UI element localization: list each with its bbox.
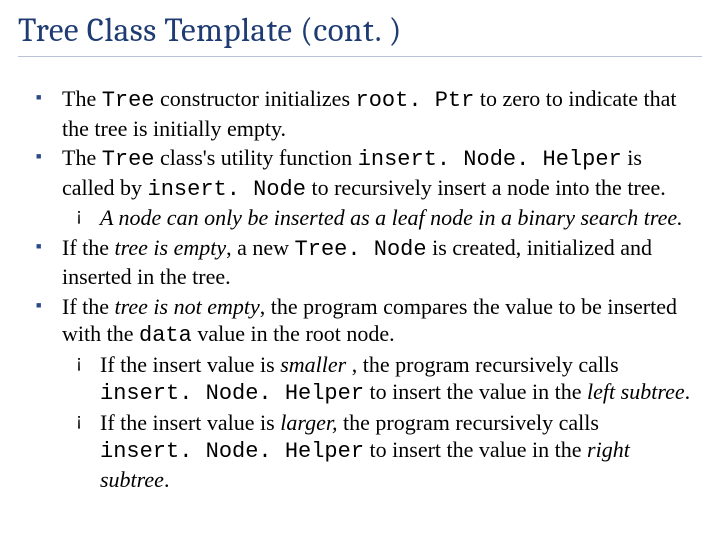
code-text: Tree — [102, 147, 155, 172]
text: class's utility function — [155, 145, 358, 170]
italic-text: tree is not empty — [115, 294, 260, 319]
text: to insert the value in the — [364, 379, 587, 404]
text: constructor initializes — [155, 86, 356, 111]
code-text: data — [139, 323, 192, 348]
code-text: Tree. Node — [295, 237, 427, 262]
text: to recursively insert a node into the tr… — [306, 175, 666, 200]
bullet-item-2: The Tree class's utility function insert… — [28, 144, 694, 232]
text: the program recursively calls — [337, 410, 598, 435]
bullet-item-1: The Tree constructor initializes root. P… — [28, 85, 694, 142]
italic-text: smaller — [280, 352, 346, 377]
code-text: insert. Node. Helper — [100, 439, 364, 464]
text: If the — [62, 235, 115, 260]
text: value in the root node. — [192, 321, 395, 346]
bullet-item-4: If the tree is not empty, the program co… — [28, 293, 694, 494]
text: If the insert value is — [100, 352, 280, 377]
code-text: Tree — [102, 88, 155, 113]
text: The — [62, 145, 102, 170]
italic-text: larger, — [280, 410, 337, 435]
text: . — [164, 467, 170, 492]
slide-title: Tree Class Template (cont. ) — [18, 12, 702, 50]
text: If the insert value is — [100, 410, 280, 435]
code-text: insert. Node. Helper — [100, 381, 364, 406]
code-text: insert. Node — [148, 177, 306, 202]
italic-text: tree is empty — [115, 235, 227, 260]
code-text: root. Ptr — [356, 88, 475, 113]
sub-bullet-item: If the insert value is larger, the progr… — [62, 409, 694, 494]
sub-bullet-item: If the insert value is smaller , the pro… — [62, 351, 694, 408]
sub-bullet-item: A node can only be inserted as a leaf no… — [62, 204, 694, 232]
text: , a new — [226, 235, 294, 260]
text: . — [685, 379, 691, 404]
italic-text: left subtree — [587, 379, 685, 404]
title-underline — [18, 56, 702, 57]
code-text: insert. Node. Helper — [358, 147, 622, 172]
sub-bullet-list: If the insert value is smaller , the pro… — [62, 351, 694, 494]
text: to insert the value in the — [364, 437, 587, 462]
slide-container: Tree Class Template (cont. ) The Tree co… — [0, 0, 720, 540]
sub-bullet-list: A node can only be inserted as a leaf no… — [62, 204, 694, 232]
text: , the program recursively calls — [346, 352, 618, 377]
text: If the — [62, 294, 115, 319]
bullet-item-3: If the tree is empty, a new Tree. Node i… — [28, 234, 694, 291]
text: The — [62, 86, 102, 111]
slide-content: The Tree constructor initializes root. P… — [18, 85, 702, 493]
italic-text: A node can only be inserted as a leaf no… — [100, 205, 683, 230]
bullet-list: The Tree constructor initializes root. P… — [28, 85, 694, 493]
